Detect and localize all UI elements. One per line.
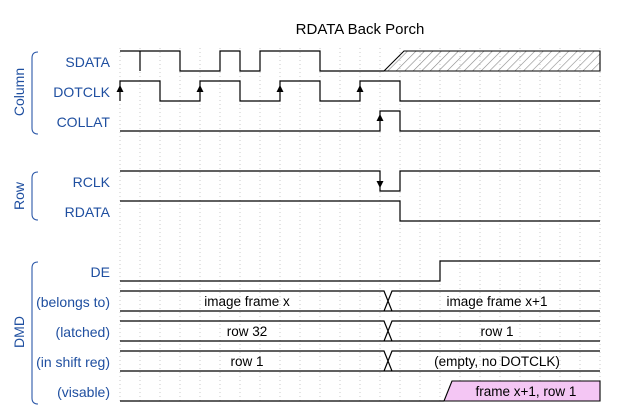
row-brace [31, 171, 39, 221]
dotclk-rising-edge-arrow [196, 85, 204, 92]
signal-label-rdata: RDATA [65, 204, 111, 220]
group-label-row: Row [11, 181, 27, 210]
bus-in-shift-reg-value-2: (empty, no DOTCLK) [434, 354, 560, 369]
bus-belongs-to-outline [120, 290, 600, 312]
signal-label-dotclk: DOTCLK [53, 84, 110, 100]
bus-in-shift-reg-value-1: row 1 [230, 354, 263, 369]
waveform-rdata [120, 200, 600, 222]
waveform-collat [120, 110, 600, 132]
diagram-title: RDATA Back Porch [296, 21, 425, 38]
group-dmd: DMD [11, 261, 39, 405]
bus-latched-value-1: row 32 [227, 324, 268, 339]
signal-label-de: DE [91, 264, 110, 280]
rclk-falling-edge-arrow [376, 181, 384, 188]
sdata-dont-care-region [382, 50, 601, 72]
bus-belongs-to: image frame x image frame x+1 [120, 290, 600, 312]
bus-visable: frame x+1, row 1 [120, 380, 601, 402]
group-label-dmd: DMD [11, 316, 27, 348]
timing-guides [119, 48, 601, 404]
bus-latched-outline [120, 320, 600, 342]
group-column: Column [11, 51, 39, 135]
signal-label-rclk: RCLK [73, 174, 111, 190]
bus-belongs-to-value-2: image frame x+1 [447, 294, 548, 309]
signal-label-collat: COLLAT [57, 114, 111, 130]
signal-label-belongs-to: (belongs to) [36, 294, 110, 310]
rdata-trace [120, 200, 600, 222]
bus-latched-value-2: row 1 [480, 324, 513, 339]
rclk-trace [120, 170, 600, 192]
bus-latched: row 32 row 1 [120, 320, 600, 342]
dotclk-rising-edge-arrow [116, 85, 124, 92]
signal-label-in-shift-reg: (in shift reg) [36, 354, 110, 370]
waveform-rclk [120, 170, 600, 192]
dmd-brace [31, 261, 39, 405]
collat-trace [120, 110, 600, 132]
waveform-de [120, 260, 600, 282]
waveform-dotclk [116, 80, 600, 102]
dotclk-trace [119, 80, 600, 102]
waveform-sdata [120, 50, 601, 72]
column-brace [31, 51, 39, 135]
group-row: Row [11, 171, 39, 221]
dotclk-rising-edge-arrow [356, 85, 364, 92]
signal-label-visable: (visable) [57, 384, 110, 400]
bus-belongs-to-value-1: image frame x [204, 294, 290, 309]
dotclk-rising-edge-arrow [276, 85, 284, 92]
signal-label-sdata: SDATA [65, 54, 110, 70]
group-label-column: Column [11, 68, 27, 116]
bus-visable-highlight [443, 380, 601, 402]
sdata-trace [120, 50, 384, 72]
collat-rising-edge-arrow [376, 114, 384, 121]
bus-visable-value-1: frame x+1, row 1 [476, 384, 577, 399]
signal-label-latched: (latched) [56, 324, 110, 340]
de-trace [120, 260, 600, 282]
bus-in-shift-reg-outline [120, 350, 600, 372]
bus-in-shift-reg: row 1 (empty, no DOTCLK) [120, 350, 600, 372]
